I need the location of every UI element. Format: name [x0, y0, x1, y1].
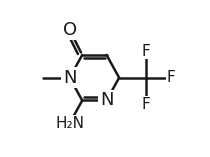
Text: O: O: [63, 21, 77, 39]
Text: N: N: [63, 69, 76, 87]
Text: H₂N: H₂N: [55, 116, 84, 131]
Text: F: F: [142, 43, 150, 59]
Text: F: F: [142, 97, 150, 112]
Text: F: F: [167, 70, 175, 85]
Text: N: N: [100, 92, 113, 109]
